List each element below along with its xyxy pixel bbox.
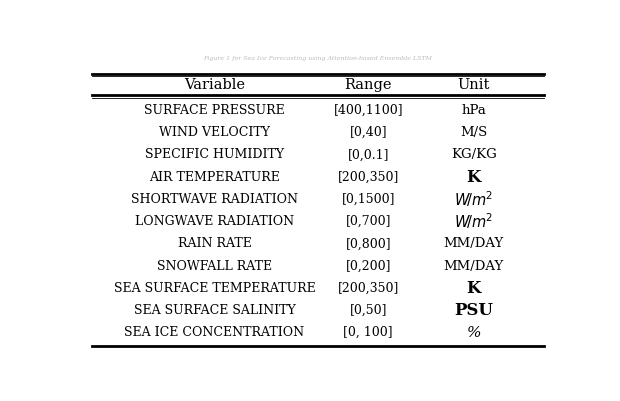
Text: SEA SURFACE SALINITY: SEA SURFACE SALINITY <box>133 303 295 316</box>
Text: [0,800]: [0,800] <box>345 237 391 250</box>
Text: [200,350]: [200,350] <box>337 281 399 294</box>
Text: M/S: M/S <box>460 126 487 139</box>
Text: %: % <box>467 325 481 339</box>
Text: K: K <box>467 279 481 296</box>
Text: SHORTWAVE RADIATION: SHORTWAVE RADIATION <box>131 192 298 205</box>
Text: AIR TEMPERATURE: AIR TEMPERATURE <box>149 170 280 183</box>
Text: [0,1500]: [0,1500] <box>342 192 395 205</box>
Text: hPa: hPa <box>461 104 486 117</box>
Text: [400,1100]: [400,1100] <box>334 104 403 117</box>
Text: RAIN RATE: RAIN RATE <box>177 237 251 250</box>
Text: LONGWAVE RADIATION: LONGWAVE RADIATION <box>135 215 294 227</box>
Text: [0,50]: [0,50] <box>350 303 387 316</box>
Text: [0, 100]: [0, 100] <box>343 326 393 338</box>
Text: SPECIFIC HUMIDITY: SPECIFIC HUMIDITY <box>145 148 284 161</box>
Text: $W\!/m^2$: $W\!/m^2$ <box>454 211 494 231</box>
Text: SEA ICE CONCENTRATION: SEA ICE CONCENTRATION <box>125 326 304 338</box>
Text: [200,350]: [200,350] <box>337 170 399 183</box>
Text: K: K <box>467 168 481 185</box>
Text: SNOWFALL RATE: SNOWFALL RATE <box>157 259 272 272</box>
Text: KG/KG: KG/KG <box>451 148 497 161</box>
Text: [0,40]: [0,40] <box>350 126 387 139</box>
Text: SURFACE PRESSURE: SURFACE PRESSURE <box>144 104 285 117</box>
Text: PSU: PSU <box>454 301 494 318</box>
Text: WIND VELOCITY: WIND VELOCITY <box>159 126 270 139</box>
Text: MM/DAY: MM/DAY <box>444 259 504 272</box>
Text: [0,0.1]: [0,0.1] <box>347 148 389 161</box>
Text: [0,200]: [0,200] <box>345 259 391 272</box>
Text: $W\!/m^2$: $W\!/m^2$ <box>454 189 494 209</box>
Text: SEA SURFACE TEMPERATURE: SEA SURFACE TEMPERATURE <box>113 281 316 294</box>
Text: [0,700]: [0,700] <box>345 215 391 227</box>
Text: Variable: Variable <box>184 78 245 92</box>
Text: Range: Range <box>345 78 392 92</box>
Text: MM/DAY: MM/DAY <box>444 237 504 250</box>
Text: Unit: Unit <box>458 78 490 92</box>
Text: Figure 1 for Sea Ice Forecasting using Attention-based Ensemble LSTM: Figure 1 for Sea Ice Forecasting using A… <box>203 56 432 61</box>
